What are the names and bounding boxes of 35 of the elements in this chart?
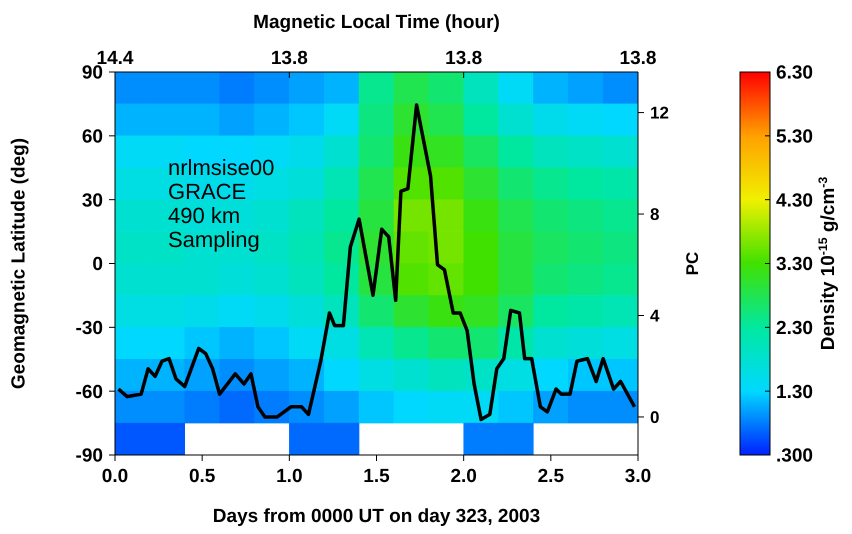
x-tick-label: 2.0: [450, 466, 477, 488]
color-bar-label: 5.30: [776, 126, 813, 148]
color-bar-label: 1.30: [776, 382, 813, 403]
y2-axis-title: PC: [683, 252, 702, 276]
x2-axis-title: Magnetic Local Time (hour): [253, 12, 500, 33]
x-tick-label: 3.0: [624, 466, 652, 488]
y-tick-label: 60: [82, 126, 103, 148]
color-bar-label: 3.30: [776, 254, 813, 276]
text: Sampling: [168, 227, 260, 252]
x-tick-label: 1.5: [363, 466, 390, 488]
y2-tick-label: 8: [650, 204, 660, 224]
y-tick-label: -30: [76, 318, 103, 339]
y-axis-title: Geomagnetic Latitude (deg): [8, 138, 30, 390]
y-tick-label: -60: [76, 382, 103, 403]
x-tick-label: 2.5: [538, 466, 564, 488]
x-axis-title: Days from 0000 UT on day 323, 2003: [212, 506, 540, 527]
y-tick-label: 30: [82, 190, 103, 212]
x-tick-label: 1.0: [276, 466, 303, 488]
y2-tick-label: 12: [650, 104, 669, 123]
color-bar-label: .300: [776, 446, 813, 467]
y2-tick-label: 4: [650, 306, 660, 326]
text: 13.8: [445, 48, 482, 69]
text: GRACE: [168, 179, 246, 204]
text: 13.8: [270, 48, 308, 69]
color-bar-label: 6.30: [776, 62, 813, 84]
y2-tick-label: 0: [650, 408, 660, 427]
text: nrlmsise00: [168, 155, 274, 180]
color-bar-label: 4.30: [776, 190, 813, 212]
y-tick-label: 0: [92, 254, 103, 276]
x-tick-label: 0.0: [102, 466, 128, 488]
text: 13.8: [620, 48, 656, 69]
color-bar-label: 2.30: [776, 318, 813, 339]
x-tick-label: 0.5: [188, 466, 216, 488]
y-tick-label: -90: [76, 446, 103, 467]
text: 490 km: [168, 203, 240, 228]
